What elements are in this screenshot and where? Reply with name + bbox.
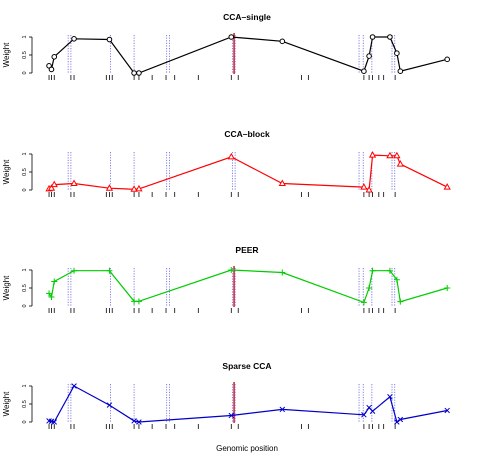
y-tick-label: 0 <box>22 71 28 74</box>
chart-panel: CCA–block Weight 0 0.5 1 <box>2 129 451 197</box>
data-point <box>106 402 113 408</box>
data-point <box>51 278 58 285</box>
y-tick-label: 0.5 <box>22 51 28 59</box>
series-line <box>48 385 448 423</box>
data-point <box>369 34 376 40</box>
data-point <box>361 412 367 418</box>
data-point <box>46 290 53 297</box>
data-point <box>71 36 77 42</box>
panel-title: Sparse CCA <box>222 361 271 371</box>
data-point <box>135 298 142 305</box>
data-point <box>366 285 373 291</box>
y-tick-label: 0 <box>22 304 28 307</box>
data-point <box>365 185 373 193</box>
panel-title: CCA–block <box>224 129 270 139</box>
y-axis-label: Weight <box>2 42 11 68</box>
data-point <box>360 183 368 190</box>
data-point <box>444 285 451 291</box>
y-tick-label: 0 <box>22 188 28 191</box>
y-axis-label: Weight <box>2 391 11 417</box>
data-point <box>279 269 286 276</box>
x-axis-label: Genomic position <box>216 444 278 453</box>
series-line <box>48 269 448 304</box>
data-point <box>106 267 113 274</box>
data-point <box>386 267 393 274</box>
data-point <box>51 419 58 425</box>
data-point <box>397 416 404 423</box>
data-point <box>368 151 377 158</box>
data-point <box>393 151 401 159</box>
data-point <box>360 299 367 306</box>
data-point <box>228 412 235 419</box>
data-point <box>131 418 137 424</box>
data-point <box>51 54 58 60</box>
y-tick-label: 1 <box>22 384 28 387</box>
data-point <box>444 407 450 414</box>
data-point <box>396 160 404 167</box>
data-point <box>387 394 393 400</box>
data-point <box>47 184 56 191</box>
data-point <box>278 179 286 187</box>
chart-panel: Sparse CCA Weight 0 0.5 1 <box>2 361 450 429</box>
data-point <box>279 406 286 413</box>
data-point <box>393 276 400 283</box>
chart-panel: PEER Weight 0 0.5 1 <box>2 245 451 313</box>
data-point <box>387 34 393 40</box>
data-point <box>136 70 142 76</box>
data-point <box>228 267 235 273</box>
data-point <box>106 36 113 43</box>
data-point <box>130 185 138 192</box>
data-point <box>136 419 142 425</box>
data-point <box>279 38 286 45</box>
data-point <box>361 68 367 74</box>
panel-title: PEER <box>235 245 258 255</box>
data-point <box>394 50 400 57</box>
data-point <box>227 152 235 160</box>
y-tick-label: 0.5 <box>22 284 28 292</box>
data-point <box>394 419 400 425</box>
y-tick-label: 1 <box>22 35 28 38</box>
data-point <box>369 267 376 274</box>
data-point <box>397 298 404 305</box>
y-axis-label: Weight <box>2 275 11 301</box>
data-point <box>135 184 143 192</box>
y-axis-label: Weight <box>2 159 11 185</box>
data-point <box>366 53 372 59</box>
y-tick-label: 0.5 <box>22 168 28 176</box>
data-point <box>48 294 55 300</box>
series-line <box>48 36 448 74</box>
data-point <box>397 68 404 74</box>
y-tick-label: 1 <box>22 268 28 271</box>
data-point <box>105 184 114 191</box>
chart-panel: CCA–single Weight 0 0.5 1 <box>2 12 450 80</box>
y-tick-label: 0 <box>22 420 28 423</box>
panel-title: CCA–single <box>223 12 271 22</box>
data-point <box>228 34 235 40</box>
data-point <box>50 180 58 188</box>
y-tick-label: 1 <box>22 152 28 155</box>
data-point <box>71 383 77 389</box>
data-point <box>70 179 78 187</box>
data-point <box>48 66 55 73</box>
data-point <box>386 151 394 159</box>
data-point <box>444 56 450 63</box>
data-point <box>71 267 78 274</box>
data-point <box>131 70 137 76</box>
data-point <box>369 408 376 414</box>
data-point <box>443 183 451 190</box>
series-line <box>48 154 448 191</box>
y-tick-label: 0.5 <box>22 400 28 408</box>
